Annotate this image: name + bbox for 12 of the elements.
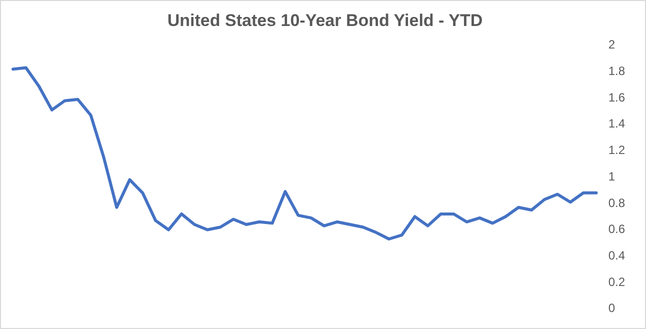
y-tick-label: 0: [608, 301, 616, 316]
y-tick-label: 0.4: [608, 248, 626, 262]
chart-title: United States 10-Year Bond Yield - YTD: [167, 10, 483, 30]
y-tick-label: 1.8: [608, 64, 626, 78]
y-tick-label: 0.8: [608, 196, 626, 210]
y-tick-label: 1.6: [608, 90, 626, 104]
y-tick-label: 0.6: [608, 222, 626, 236]
y-tick-label: 0.2: [608, 274, 626, 289]
y-tick-label: 1.4: [608, 116, 626, 131]
y-tick-label: 1.2: [608, 143, 626, 158]
y-tick-label: 2: [608, 38, 616, 52]
y-tick-label: 1: [608, 169, 616, 184]
